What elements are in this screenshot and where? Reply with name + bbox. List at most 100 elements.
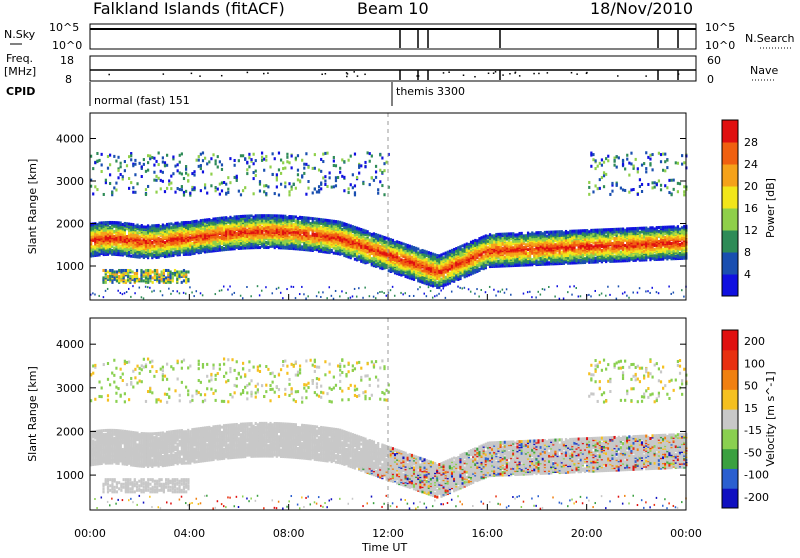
power-colorbar-swatch-4	[722, 186, 738, 209]
velocity-colorbar-swatch-6	[722, 370, 738, 390]
velocity-colorbar-tick-6: -100	[744, 469, 769, 482]
nave-tick-0: 60	[707, 54, 721, 67]
freq-strip	[90, 56, 696, 81]
power-colorbar-tick-2: 12	[744, 224, 758, 237]
cpid-mode-1: themis 3300	[396, 85, 465, 98]
nave-point	[576, 73, 578, 75]
nave-point	[364, 74, 366, 76]
nave-point	[488, 73, 490, 75]
power-colorbar-tick-5: 24	[744, 158, 758, 171]
freq-label: Freq.	[6, 52, 33, 65]
nave-point	[586, 73, 588, 75]
power-colorbar-tick-1: 8	[744, 246, 751, 259]
noise-strip	[90, 24, 696, 49]
velocity-colorbar-tick-3: 15	[744, 402, 758, 415]
nave-point	[474, 76, 476, 78]
power-ytick-label-3: 4000	[56, 133, 84, 146]
velocity-colorbar-swatch-8	[722, 330, 738, 350]
nave-point	[571, 72, 573, 74]
vel-ytick-label-3: 4000	[56, 338, 84, 351]
velocity-colorbar-swatch-1	[722, 468, 738, 488]
vel-ytick-label-0: 1000	[56, 469, 84, 482]
x-tick-label-4: 16:00	[471, 527, 503, 540]
noise-tick-left-0: 10^5	[49, 21, 79, 34]
velocity-colorbar-tick-0: 200	[744, 335, 765, 348]
nsearch-label: N.Search	[745, 32, 795, 45]
velocity-colorbar-swatch-5	[722, 389, 738, 409]
velocity-colorbar-label: Velocity [m s^-1]	[764, 371, 777, 466]
nave-point	[191, 73, 193, 75]
vel-ytick-label-1: 2000	[56, 425, 84, 438]
time-axis: 00:00 04:00 08:00 12:00 16:00 20:00 00:00	[74, 527, 702, 540]
velocity-colorbar-tick-5: -50	[744, 446, 762, 459]
power-colorbar-tick-0: 4	[744, 268, 751, 281]
power-colorbar-tick-3: 16	[744, 202, 758, 215]
nave-point	[263, 73, 265, 75]
power-ytick-label-2: 3000	[56, 175, 84, 188]
velocity-colorbar-tick-4: -15	[744, 424, 762, 437]
nave-point	[321, 74, 323, 76]
x-tick-label-5: 20:00	[571, 527, 603, 540]
power-colorbar-swatch-7	[722, 120, 738, 143]
nave-point	[509, 73, 511, 75]
x-tick-label-0: 00:00	[74, 527, 106, 540]
nave-point	[443, 72, 445, 74]
power-colorbar-swatch-3	[722, 208, 738, 231]
nave-point	[221, 75, 223, 77]
nave-point	[325, 73, 327, 75]
noise-tick-right-1: 10^0	[705, 39, 735, 52]
nave-point	[418, 75, 420, 77]
nave-point	[416, 75, 418, 77]
nsky-label: N.Sky	[4, 28, 36, 41]
power-colorbar-swatch-1	[722, 252, 738, 275]
power-ytick-label-1: 2000	[56, 218, 84, 231]
velocity-colorbar-swatch-0	[722, 488, 738, 508]
nave-point	[357, 75, 359, 77]
nave-point	[247, 72, 249, 74]
nave-point	[493, 72, 495, 74]
freq-tick-1: 8	[65, 73, 72, 86]
nave-point	[645, 75, 647, 77]
velocity-colorbar-swatch-3	[722, 429, 738, 449]
power-ytick-label-0: 1000	[56, 260, 84, 273]
nave-point	[678, 73, 680, 75]
nave-point	[519, 75, 521, 77]
power-colorbar-swatch-2	[722, 230, 738, 253]
velocity-colorbar-tick-2: 50	[744, 380, 758, 393]
nave-point	[163, 73, 165, 75]
x-tick-label-6: 00:00	[670, 527, 702, 540]
cpid-label: CPID	[6, 85, 35, 98]
power-y-axis-label: Slant Range [km]	[26, 159, 39, 255]
power-colorbar-swatch-5	[722, 164, 738, 187]
x-tick-label-2: 08:00	[273, 527, 305, 540]
power-panel: 1000 2000 3000 4000 Slant Range [km]	[26, 113, 687, 300]
nave-point	[495, 71, 497, 73]
power-colorbar-swatch-6	[722, 142, 738, 165]
nave-point	[463, 74, 465, 76]
nave-point	[617, 75, 619, 77]
power-colorbar-tick-4: 20	[744, 180, 758, 193]
x-tick-label-1: 04:00	[173, 527, 205, 540]
noise-tick-left-1: 10^0	[52, 39, 82, 52]
nave-point	[346, 76, 348, 78]
x-tick-label-3: 12:00	[372, 527, 404, 540]
nave-point	[353, 71, 355, 73]
freq-unit: [MHz]	[4, 65, 36, 78]
freq-tick-0: 18	[60, 54, 74, 67]
station-title: Falkland Islands (fitACF)	[93, 0, 285, 18]
beam-title: Beam 10	[357, 0, 429, 18]
nave-point	[514, 72, 516, 74]
power-colorbar-swatch-0	[722, 274, 738, 297]
nave-point	[108, 74, 110, 76]
nave-point	[547, 72, 549, 74]
nave-point	[502, 74, 504, 76]
velocity-colorbar-tick-1: 100	[744, 357, 765, 370]
nave-point	[448, 71, 450, 73]
power-colorbar-label: Power [dB]	[764, 178, 777, 238]
nave-tick-1: 0	[707, 73, 714, 86]
